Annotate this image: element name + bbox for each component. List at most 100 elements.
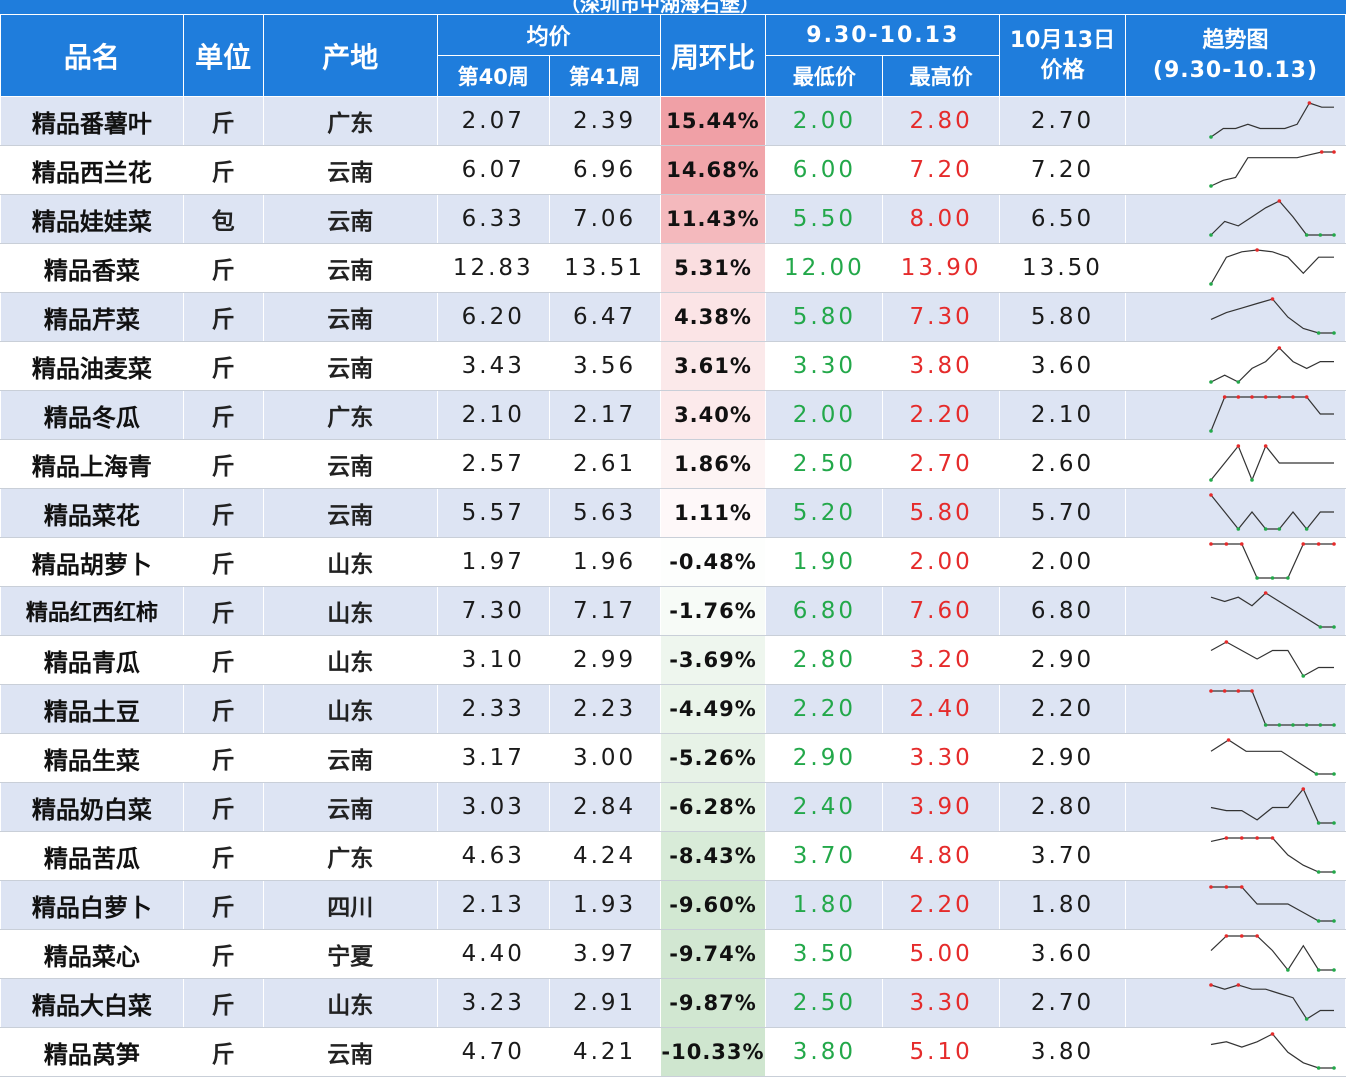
sparkline-max-point [1209, 542, 1213, 546]
table-row: 精品莴笋斤云南 4.70 4.21 -10.33% 3.80 5.10 3.80 [0, 1027, 1346, 1077]
wow-cell: 15.44% [659, 96, 767, 146]
sparkline-max-point [1236, 983, 1241, 987]
sparkline-min-point [1316, 870, 1321, 874]
week41-cell: 2.39 [548, 96, 661, 146]
week41-cell: 3.56 [548, 341, 661, 391]
price-table: 品名 单位 产地 均价 周环比 9.30-10.13 10月13日 价格 趋势图… [0, 14, 1346, 1077]
origin-cell: 宁夏 [262, 929, 438, 979]
sparkline-svg [1210, 934, 1336, 972]
sparkline-min-point [1209, 429, 1213, 433]
week41-cell: 2.61 [548, 439, 661, 489]
unit-cell: 斤 [182, 929, 264, 979]
unit-cell: 斤 [182, 292, 264, 342]
max-price-cell: 8.00 [882, 194, 1001, 244]
sparkline-min-point [1318, 233, 1323, 237]
trend-sparkline [1124, 243, 1346, 293]
sparkline-svg [1209, 346, 1334, 384]
wow-cell: 5.31% [659, 243, 767, 293]
price-cell: 2.90 [999, 733, 1126, 783]
sparkline-path [1210, 200, 1334, 236]
origin-cell: 云南 [262, 341, 438, 391]
table-row: 精品生菜斤云南 3.17 3.00 -5.26% 2.90 3.30 2.90 [0, 733, 1346, 783]
max-price-cell: 2.70 [882, 439, 1001, 489]
max-price-cell: 2.20 [882, 880, 1001, 930]
sparkline-min-point [1236, 380, 1241, 384]
trend-sparkline [1124, 292, 1346, 342]
unit-cell: 斤 [182, 684, 264, 734]
unit-cell: 斤 [182, 537, 264, 587]
header-avg: 均价 [436, 14, 661, 56]
name-cell: 精品上海青 [0, 439, 184, 489]
table-row: 精品菜心斤宁夏 4.40 3.97 -9.74% 3.50 5.00 3.60 [0, 929, 1346, 979]
sparkline-svg [1210, 297, 1336, 335]
table-row: 精品香菜斤云南 12.83 13.51 5.31% 12.00 13.90 13.50 [0, 243, 1346, 293]
wow-cell: 1.86% [659, 439, 767, 489]
wow-cell: -4.49% [659, 684, 767, 734]
trend-sparkline [1124, 439, 1346, 489]
sparkline-path [1210, 886, 1334, 922]
sparkline-min-point [1318, 723, 1323, 727]
min-price-cell: 1.90 [765, 537, 884, 587]
unit-cell: 斤 [182, 145, 264, 195]
unit-cell: 斤 [182, 96, 264, 146]
sparkline-svg [1210, 591, 1336, 629]
sparkline-min-point [1332, 821, 1336, 825]
table-row: 精品白萝卜斤四川 2.13 1.93 -9.60% 1.80 2.20 1.80 [0, 880, 1346, 930]
sparkline-max-point [1236, 444, 1241, 448]
min-price-cell: 6.00 [765, 145, 884, 195]
min-price-cell: 2.90 [765, 733, 884, 783]
sparkline-min-point [1332, 870, 1336, 874]
sparkline-max-point [1255, 248, 1259, 252]
origin-cell: 云南 [262, 439, 438, 489]
sparkline-min-point [1270, 576, 1275, 580]
sparkline-max-point [1270, 1032, 1275, 1036]
unit-cell: 斤 [182, 341, 264, 391]
max-price-cell: 5.00 [882, 929, 1001, 979]
sparkline-min-point [1304, 723, 1309, 727]
price-cell: 3.80 [999, 1027, 1126, 1077]
week40-cell: 3.10 [436, 635, 550, 685]
max-price-cell: 3.30 [882, 733, 1001, 783]
wow-cell: -6.28% [659, 782, 767, 832]
wow-cell: -9.60% [659, 880, 767, 930]
sparkline-path [1210, 151, 1334, 187]
origin-cell: 云南 [262, 194, 438, 244]
page-title-partial: （深圳市中湖海石堡） [560, 0, 760, 14]
sparkline-max-point [1239, 934, 1244, 938]
trend-sparkline [1124, 929, 1346, 979]
min-price-cell: 3.70 [765, 831, 884, 881]
sparkline-min-point [1209, 184, 1213, 188]
max-price-cell: 13.90 [882, 243, 1001, 293]
name-cell: 精品香菜 [0, 243, 184, 293]
sparkline-min-point [1314, 772, 1319, 776]
sparkline-min-point [1332, 772, 1336, 776]
origin-cell: 云南 [262, 145, 438, 195]
header-name: 品名 [0, 14, 184, 97]
week40-cell: 2.57 [436, 439, 550, 489]
header-wow: 周环比 [659, 14, 767, 97]
trend-sparkline [1124, 1027, 1346, 1077]
week41-cell: 1.96 [548, 537, 661, 587]
week40-cell: 3.43 [436, 341, 550, 391]
sparkline-max-point [1239, 836, 1244, 840]
header-unit: 单位 [182, 14, 264, 97]
name-cell: 精品红西红柿 [0, 586, 184, 636]
min-price-cell: 3.50 [765, 929, 884, 979]
sparkline-min-point [1209, 282, 1213, 286]
unit-cell: 斤 [182, 439, 264, 489]
header-week41: 第41周 [548, 55, 661, 97]
sparkline-max-point [1277, 346, 1282, 350]
sparkline-max-point [1239, 885, 1244, 889]
min-price-cell: 6.80 [765, 586, 884, 636]
sparkline-max-point [1209, 689, 1213, 693]
header-price: 10月13日 价格 [999, 14, 1126, 97]
origin-cell: 四川 [262, 880, 438, 930]
name-cell: 精品奶白菜 [0, 782, 184, 832]
sparkline-max-point [1301, 787, 1305, 791]
table-row: 精品大白菜斤山东 3.23 2.91 -9.87% 2.50 3.30 2.70 [0, 978, 1346, 1028]
wow-cell: -9.74% [659, 929, 767, 979]
sparkline-max-point [1224, 836, 1229, 840]
wow-cell: 14.68% [659, 145, 767, 195]
sparkline-svg [1209, 395, 1334, 433]
trend-sparkline [1124, 145, 1346, 195]
